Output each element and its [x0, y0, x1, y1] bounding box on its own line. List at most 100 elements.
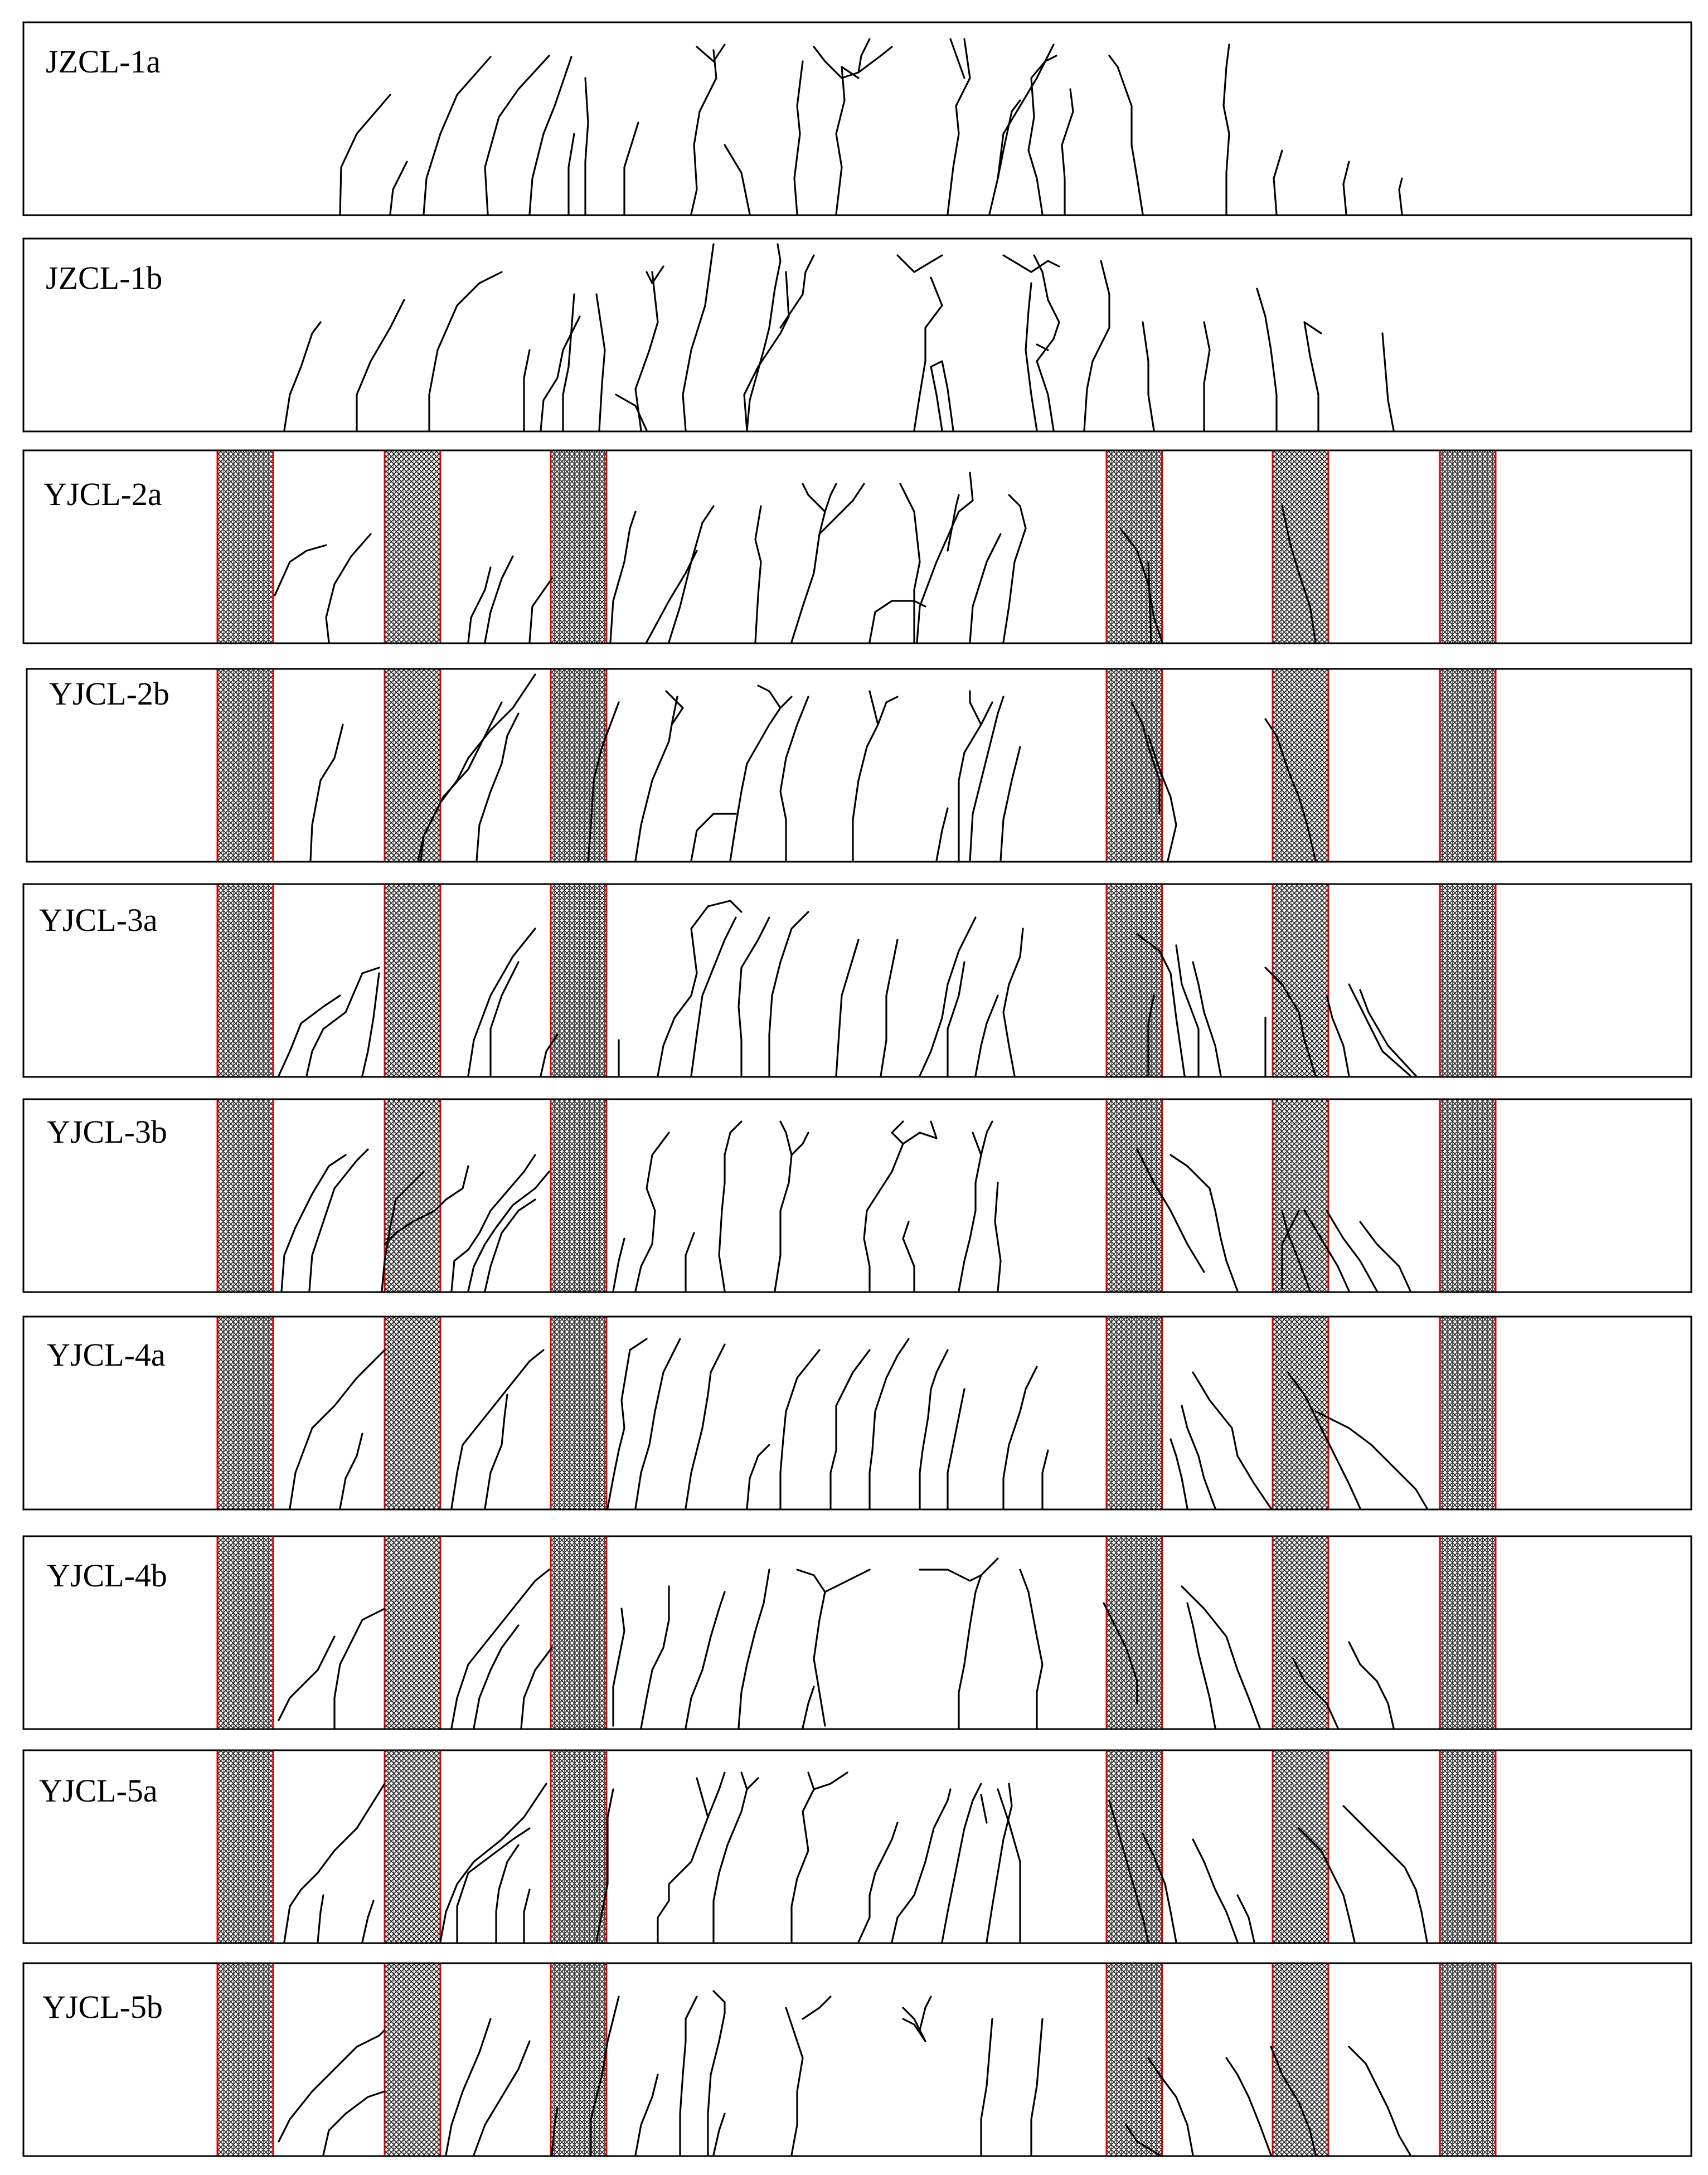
crack-line	[999, 746, 1021, 862]
frp-strip	[1439, 451, 1497, 643]
crack-line	[690, 916, 737, 1077]
crack-line	[685, 1591, 726, 1729]
crack-line	[274, 544, 327, 596]
crack-line	[1225, 2057, 1272, 2156]
panel-frame	[26, 668, 1692, 863]
crack-line	[612, 1237, 625, 1292]
crack-line	[1083, 260, 1110, 431]
crack-line	[790, 1132, 809, 1156]
frp-strip	[1272, 1537, 1329, 1729]
crack-line	[947, 494, 960, 552]
frp-strip	[1439, 1537, 1497, 1729]
crack-line	[657, 900, 743, 1077]
crack-line	[428, 271, 503, 431]
crack-line	[813, 46, 893, 79]
specimen-label: YJCL-3b	[47, 1114, 167, 1150]
crack-line	[528, 56, 572, 215]
crack-line	[1186, 1602, 1216, 1729]
crack-line	[712, 2113, 726, 2156]
crack-line	[746, 243, 782, 431]
crack-line	[737, 1569, 770, 1729]
crack-line	[612, 1608, 625, 1727]
panel-frame	[22, 237, 1692, 433]
panel-frame	[22, 1535, 1692, 1730]
crack-line	[381, 1171, 425, 1292]
crack-line	[997, 43, 1055, 179]
crack-line	[1292, 1658, 1339, 1729]
crack-line	[835, 66, 860, 215]
crack-line	[540, 315, 581, 431]
crack-line	[679, 1996, 698, 2156]
frp-strip	[550, 1537, 608, 1729]
crack-line	[743, 271, 790, 431]
frp-strip	[384, 1537, 441, 1729]
frp-strip	[1272, 1751, 1329, 1943]
crack-line	[877, 696, 899, 726]
crack-line	[779, 696, 809, 862]
crack-line	[1181, 1405, 1216, 1509]
crack-line	[1281, 505, 1317, 643]
crack-line	[646, 265, 664, 284]
crack-line	[1270, 2046, 1317, 2156]
specimen-label: YJCL-2a	[43, 476, 162, 512]
crack-line	[361, 972, 380, 1077]
crack-line	[868, 1338, 910, 1509]
crack-line	[1147, 994, 1155, 1077]
crack-line	[540, 1033, 559, 1077]
crack-line	[551, 2107, 559, 2156]
panel-frame	[22, 883, 1692, 1078]
crack-line	[863, 1120, 938, 1292]
crack-line	[1303, 1210, 1350, 1292]
crack-line	[1192, 1838, 1239, 1943]
crack-line	[1136, 1148, 1205, 1273]
crack-line	[634, 1132, 670, 1292]
crack-line	[969, 533, 1002, 643]
crack-line	[325, 533, 372, 643]
frp-strip	[550, 1100, 608, 1292]
crack-line	[757, 684, 782, 709]
crack-line	[634, 271, 659, 431]
crack-line	[785, 2007, 804, 2156]
crack-line	[779, 254, 815, 329]
crack-line	[724, 144, 751, 215]
crack-line	[467, 566, 492, 643]
frp-strip	[550, 1964, 608, 2155]
crack-line	[1342, 161, 1350, 215]
crack-line	[283, 321, 322, 431]
frp-strip	[550, 451, 608, 643]
crack-line	[640, 1585, 670, 1729]
specimen-label: YJCL-3a	[39, 902, 158, 938]
crack-line	[919, 1996, 932, 2031]
frp-strip	[1439, 885, 1497, 1076]
crack-line	[278, 994, 341, 1077]
crack-line	[484, 1198, 536, 1292]
crack-line	[450, 1349, 545, 1509]
frp-strip	[550, 1317, 608, 1509]
crack-line	[980, 2018, 993, 2156]
frp-strip	[384, 1100, 441, 1292]
crack-line	[1203, 321, 1211, 431]
panel-frame	[22, 21, 1692, 216]
crack-line	[590, 1996, 620, 2156]
crack-line	[930, 360, 954, 431]
crack-line	[1359, 1221, 1411, 1292]
crack-line	[1175, 944, 1200, 1077]
crack-line	[450, 1569, 550, 1729]
crack-line	[913, 276, 943, 431]
crack-line	[969, 690, 982, 726]
crack-line	[1398, 177, 1403, 215]
specimen-panel: YJCL-3b	[22, 1098, 1692, 1293]
frp-strip	[1105, 1100, 1163, 1292]
frp-strip	[384, 885, 441, 1076]
crack-line	[1147, 2057, 1194, 2156]
crack-line	[1103, 1602, 1138, 1705]
crack-line	[1030, 2018, 1044, 2156]
crack-line	[1108, 55, 1144, 215]
crack-line	[1170, 1154, 1239, 1292]
frp-strip	[216, 1751, 274, 1943]
frp-strip	[1105, 1964, 1163, 2155]
crack-line	[484, 55, 550, 215]
crack-line	[495, 1844, 520, 1943]
crack-line	[868, 600, 926, 643]
crack-line	[779, 1349, 821, 1509]
